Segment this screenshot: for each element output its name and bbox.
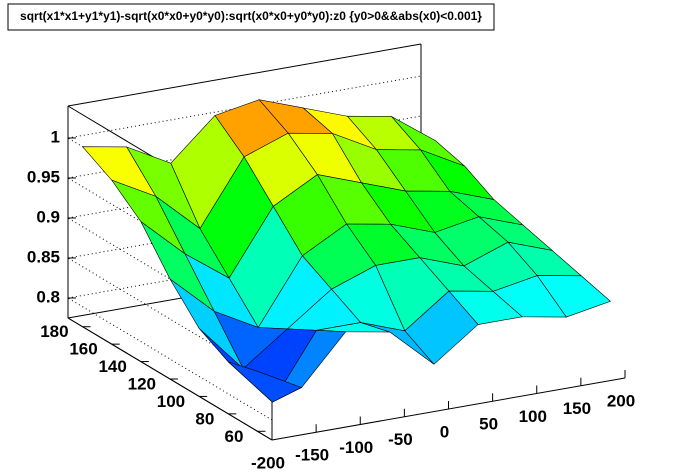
- y-tick-label: 100: [157, 392, 185, 411]
- x-tick-label: 50: [479, 415, 498, 434]
- y-tick-label: 120: [128, 374, 156, 393]
- y-tick-label: 140: [98, 357, 126, 376]
- box-edge: [67, 43, 422, 107]
- y-tick-label: 60: [225, 427, 244, 446]
- z-tick-label: 0.8: [36, 287, 60, 306]
- z-tick-label: 0.85: [27, 247, 60, 266]
- z-tick-label: 0.9: [36, 207, 60, 226]
- surface-cell: [228, 361, 303, 403]
- z-tick-label: 0.95: [27, 167, 60, 186]
- title-box: [7, 3, 495, 31]
- chart-title: sqrt(x1*x1+y1*y1)-sqrt(x0*x0+y0*y0):sqrt…: [20, 9, 482, 23]
- x-tick-label: 0: [440, 422, 449, 441]
- x-tick-label: 150: [563, 399, 591, 418]
- y-tick-label: 160: [69, 340, 97, 359]
- x-tick-label: 100: [519, 407, 547, 426]
- x-tick-label: -50: [388, 430, 413, 449]
- z-tick-label: 1: [51, 127, 60, 146]
- x-tick-label: -100: [339, 438, 373, 457]
- x-tick-label: -200: [251, 453, 285, 472]
- y-tick-label: 80: [195, 409, 214, 428]
- x-tick-label: -150: [295, 446, 329, 465]
- y-tick-label: 180: [40, 322, 68, 341]
- x-tick-label: 200: [607, 391, 635, 410]
